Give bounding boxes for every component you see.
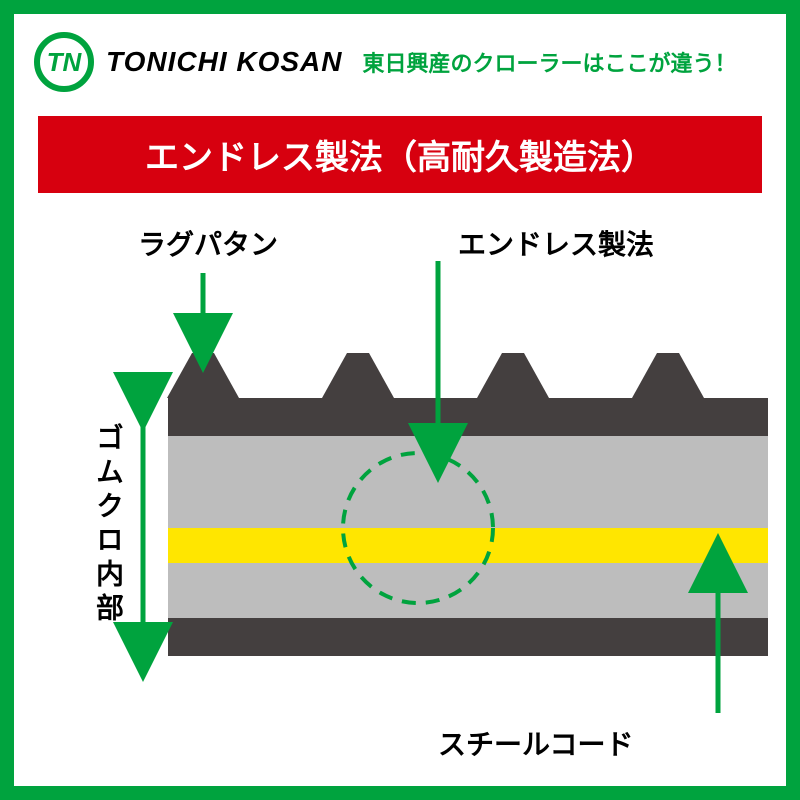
logo-mark: TN [34,32,94,92]
brand-name: TONICHI KOSAN [106,46,343,78]
cross-section-svg [38,193,790,773]
diagram: ラグパタン エンドレス製法 ゴムクロ内部 スチールコード [38,193,762,773]
tagline: 東日興産のクローラーはここが違う！ [363,46,737,78]
title-bar: エンドレス製法（高耐久製造法） [38,116,762,193]
